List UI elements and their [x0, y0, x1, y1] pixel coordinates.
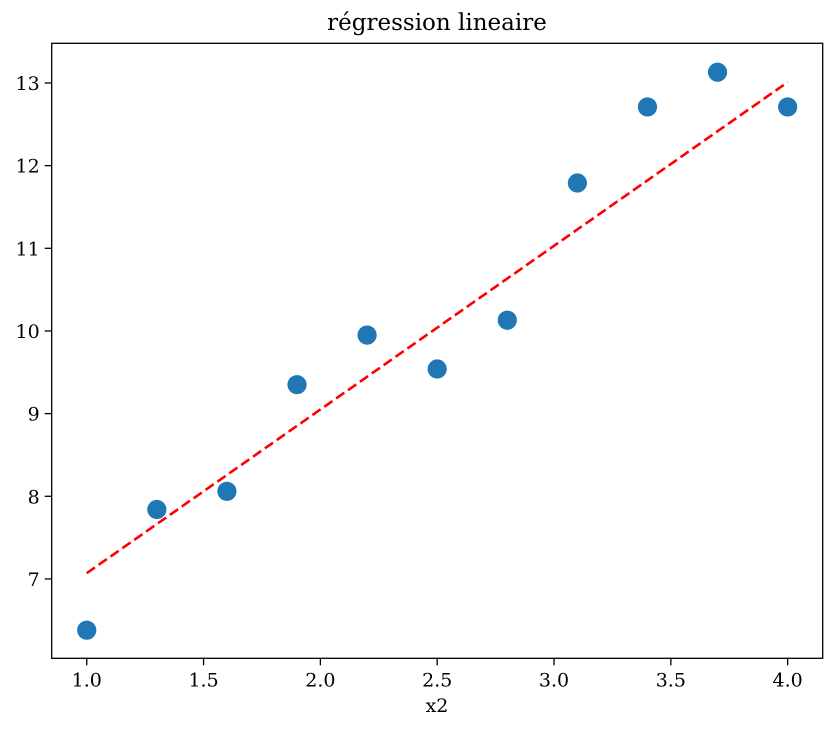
x-tick-label: 2.0 [305, 669, 335, 691]
regression-line [85, 81, 789, 575]
y-tick-label: 12 [16, 156, 40, 178]
scatter-point [707, 62, 728, 82]
axis-tick-labels-group: 1.0 1.5 2.0 2.5 3.0 3.5 4.0 7 8 9 10 11 12 13 [16, 73, 803, 691]
x-tick-label: 3.5 [656, 669, 686, 691]
scatter-point [77, 620, 97, 640]
scatter-point [497, 310, 517, 330]
y-tick-label: 8 [28, 486, 40, 508]
x-axis-label: x2 [426, 695, 449, 717]
axis-ticks-group [44, 82, 789, 666]
x-tick-label: 2.5 [422, 669, 452, 691]
chart-title: régression lineaire [327, 10, 547, 36]
scatter-point [567, 173, 587, 193]
y-tick-label: 11 [16, 238, 40, 260]
scatter-point [287, 375, 307, 395]
scatter-point [778, 97, 798, 117]
x-tick-label: 1.0 [72, 669, 102, 691]
x-tick-label: 1.5 [188, 669, 218, 691]
y-tick-label: 7 [28, 569, 40, 591]
plot-area [51, 43, 823, 659]
scatter-point [217, 481, 237, 501]
x-tick-label: 3.0 [539, 669, 569, 691]
y-tick-label: 9 [28, 404, 40, 426]
x-tick-label: 4.0 [773, 669, 803, 691]
scatter-point [357, 325, 377, 345]
plot-frame [51, 42, 824, 659]
y-tick-label: 10 [16, 321, 40, 343]
scatter-points-group [77, 62, 798, 640]
scatter-point [637, 97, 658, 117]
scatter-point [427, 359, 447, 379]
y-tick-label: 13 [16, 73, 40, 95]
scatter-point [147, 499, 167, 520]
regression-line-group [85, 81, 789, 575]
